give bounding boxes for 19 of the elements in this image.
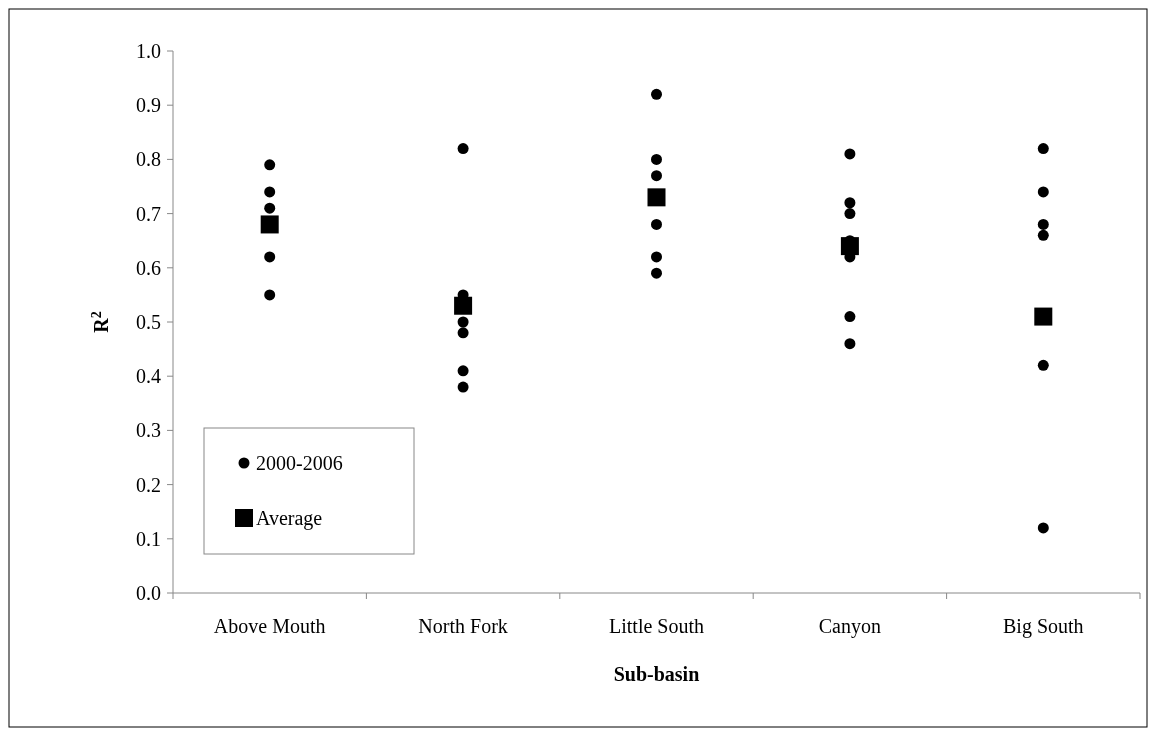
x-tick-label: Canyon	[818, 615, 882, 638]
y-tick-label: 0.3	[136, 419, 161, 442]
y-tick-label: 0.8	[136, 148, 161, 171]
y-tick-label: 1.0	[136, 40, 161, 62]
y-tick-label: 0.6	[136, 256, 161, 279]
y-tick-label: 0.7	[136, 202, 161, 225]
y-tick-label: 0.4	[136, 365, 161, 388]
x-tick-label: Little South	[609, 615, 704, 637]
x-axis-title: Sub-basin	[613, 663, 700, 685]
y-tick-label: 0.0	[136, 582, 161, 604]
y-tick-label: 0.5	[136, 311, 161, 333]
x-tick-label: Above Mouth	[213, 615, 326, 637]
y-tick-label: 0.2	[136, 473, 161, 496]
x-tick-label: North Fork	[418, 615, 508, 637]
legend-label: 2000-2006	[256, 452, 343, 474]
y-tick-label: 0.9	[136, 94, 161, 117]
y-tick-label: 0.1	[136, 527, 161, 550]
x-tick-label: Big South	[1003, 615, 1084, 638]
legend-label: Average	[256, 507, 323, 530]
